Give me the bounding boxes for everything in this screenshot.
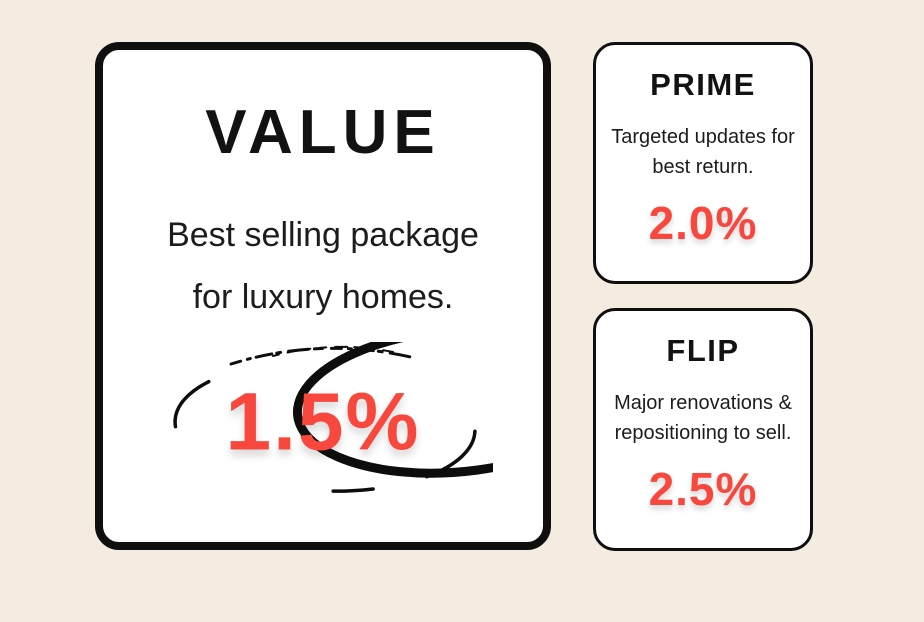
value-card-description-line2: for luxury homes. bbox=[192, 278, 454, 316]
prime-card-rate: 2.0% bbox=[648, 197, 758, 249]
hand-drawn-circle-icon bbox=[173, 342, 493, 493]
value-card-description: Best selling package for luxury homes. bbox=[167, 204, 479, 328]
highlighted-rate-block: 1.5% bbox=[153, 342, 493, 508]
prime-card-description-line2: best return. bbox=[652, 156, 754, 178]
flip-card-rate: 2.5% bbox=[648, 463, 758, 515]
prime-card-description-line1: Targeted updates for bbox=[611, 126, 795, 148]
value-card-rate: 1.5% bbox=[225, 376, 421, 468]
value-card-description-line1: Best selling package bbox=[167, 216, 479, 254]
flip-package-card: FLIP Major renovations & repositioning t… bbox=[593, 308, 813, 551]
flip-card-title: FLIP bbox=[666, 333, 740, 368]
flip-card-description: Major renovations & repositioning to sel… bbox=[614, 388, 792, 448]
value-package-card: VALUE Best selling package for luxury ho… bbox=[95, 42, 551, 550]
value-card-title: VALUE bbox=[205, 98, 441, 167]
flip-card-description-line1: Major renovations & bbox=[614, 392, 792, 414]
prime-package-card: PRIME Targeted updates for best return. … bbox=[593, 42, 813, 284]
prime-card-description: Targeted updates for best return. bbox=[611, 122, 794, 182]
prime-card-title: PRIME bbox=[650, 67, 756, 102]
flip-card-description-line2: repositioning to sell. bbox=[614, 422, 792, 444]
